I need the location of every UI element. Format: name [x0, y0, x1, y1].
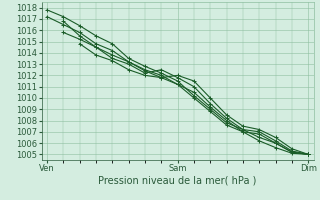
- X-axis label: Pression niveau de la mer( hPa ): Pression niveau de la mer( hPa ): [99, 176, 257, 186]
